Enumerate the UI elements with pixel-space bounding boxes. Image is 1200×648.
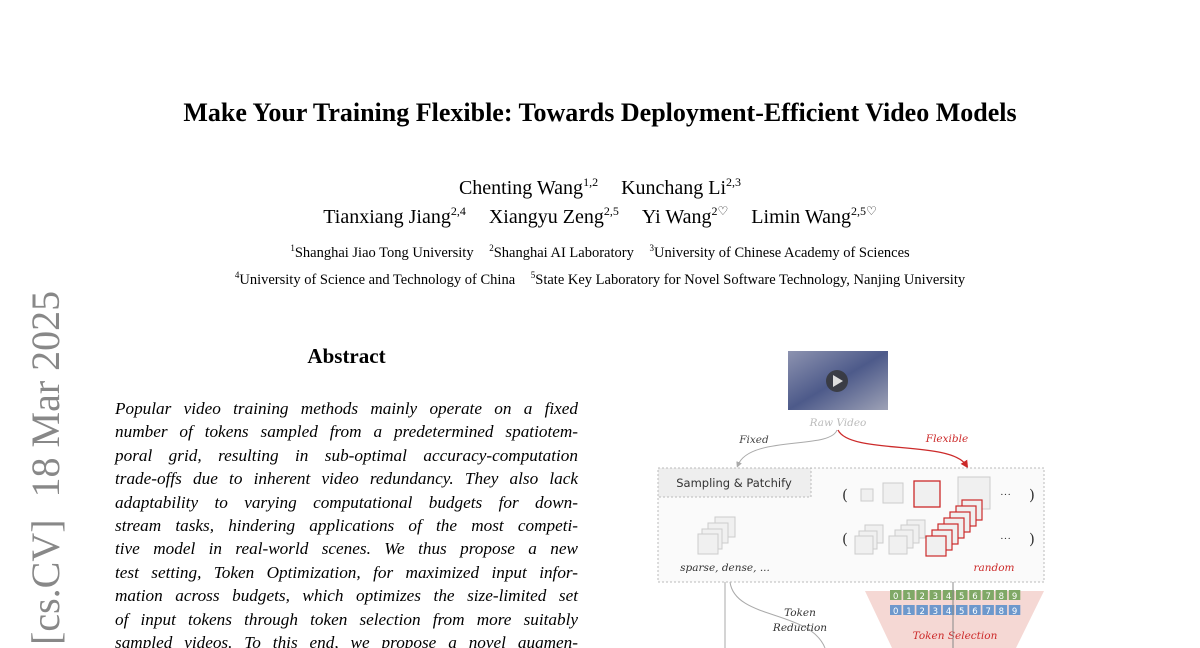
- author: Limin Wang2,5♡: [751, 204, 877, 228]
- abstract-line: of input tokens through token selection …: [115, 609, 578, 629]
- token-cell: [956, 590, 968, 600]
- token-digit: 8: [999, 592, 1004, 602]
- affiliation: 1Shanghai Jiao Tong University: [290, 243, 474, 262]
- affiliation: 2Shanghai AI Laboratory: [489, 243, 634, 262]
- token-cell: [969, 605, 981, 615]
- token-digit: 1: [906, 592, 911, 602]
- token-digit: 8: [999, 607, 1004, 617]
- affiliations-line-1: 1Shanghai Jiao Tong University 2Shanghai…: [0, 243, 1200, 262]
- author: Kunchang Li2,3: [621, 175, 742, 199]
- paper-title: Make Your Training Flexible: Towards Dep…: [183, 98, 1017, 127]
- token-selection-label: Token Selection: [913, 630, 998, 642]
- token-cell: [1008, 590, 1021, 600]
- author: Tianxiang Jiang2,4: [323, 204, 466, 228]
- token-digit: 1: [906, 607, 911, 617]
- arxiv-date: 18 Mar 2025: [23, 290, 68, 498]
- ellipsis: ···: [1000, 489, 1011, 501]
- sparse-dense-label: sparse, dense, ...: [680, 562, 770, 574]
- token-cell: [969, 590, 981, 600]
- flexible-arrow: [837, 429, 969, 469]
- token-cell: [903, 605, 915, 615]
- method-figure: Raw Video Fixed Flexible Sampling & Patc…: [657, 351, 1045, 648]
- token-digit: 4: [946, 592, 951, 602]
- token-cell: [890, 590, 902, 600]
- token-cell: [929, 605, 942, 615]
- abstract-heading: Abstract: [307, 344, 386, 368]
- abstract-line: poral grid, resulting in sub-optimal acc…: [115, 445, 578, 465]
- token-reduction-label: Token: [784, 607, 816, 619]
- token-digit: 9: [1012, 592, 1017, 602]
- token-cell: [1008, 605, 1021, 615]
- token-digit: 4: [946, 607, 951, 617]
- token-digit: 3: [933, 607, 938, 617]
- token-digit: 6: [972, 592, 977, 602]
- raw-video-thumbnail: [788, 351, 888, 410]
- arxiv-category: [cs.CV]: [23, 519, 68, 645]
- token-digit: 3: [933, 592, 938, 602]
- affiliation: 5State Key Laboratory for Novel Software…: [530, 270, 966, 289]
- author: Chenting Wang1,2: [458, 175, 599, 199]
- abstract-line: test setting, Token Optimization, for ma…: [115, 562, 578, 582]
- raw-video-label: Raw Video: [809, 417, 867, 429]
- svg-text:): ): [1029, 530, 1035, 548]
- authors-line-2: Tianxiang Jiang2,4 Xiangyu Zeng2,5 Yi Wa…: [0, 204, 1200, 229]
- token-cell: [982, 605, 994, 615]
- token-digit: 9: [1012, 607, 1017, 617]
- affiliation: 4University of Science and Technology of…: [234, 270, 516, 289]
- fixed-label: Fixed: [738, 434, 769, 446]
- token-digit: 5: [959, 592, 964, 602]
- affiliation: 3University of Chinese Academy of Scienc…: [649, 243, 910, 262]
- abstract-line: adaptability to varying computational bu…: [115, 492, 578, 512]
- token-digit: 2: [919, 592, 924, 602]
- token-cell: [929, 590, 942, 600]
- abstract-line: number of tokens sampled from a predeter…: [115, 422, 578, 442]
- token-cell: [916, 590, 928, 600]
- abstract-line: trade-offs due to inherent video redunda…: [115, 469, 578, 489]
- abstract-body: Popular video training methods mainly op…: [115, 397, 578, 648]
- author: Yi Wang2♡: [641, 204, 729, 228]
- token-digit: 7: [985, 607, 990, 617]
- token-cell: [942, 605, 955, 615]
- sampling-label: Sampling & Patchify: [676, 476, 792, 490]
- abstract-line: sampled videos. To this end, we propose …: [115, 632, 578, 648]
- author: Xiangyu Zeng2,5: [488, 204, 619, 228]
- token-cell: [956, 605, 968, 615]
- token-cell: [903, 590, 915, 600]
- token-digit: 6: [972, 607, 977, 617]
- abstract-line: Popular video training methods mainly op…: [115, 399, 578, 418]
- token-cell: [916, 605, 928, 615]
- abstract-line: stream tasks, hindering applications of …: [115, 515, 578, 535]
- token-cell: [995, 605, 1008, 615]
- svg-text:(: (: [842, 530, 848, 548]
- arxiv-stamp: [cs.CV] 18 Mar 2025: [22, 269, 69, 645]
- svg-text:(: (: [842, 486, 848, 504]
- token-cell: [982, 590, 994, 600]
- random-label: random: [973, 562, 1014, 574]
- fixed-arrow: [736, 429, 838, 468]
- affiliations-line-2: 4University of Science and Technology of…: [0, 270, 1200, 289]
- token-cell: [890, 605, 902, 615]
- token-cell: [942, 590, 955, 600]
- ellipsis: ···: [1000, 533, 1011, 545]
- abstract-line: tive model in real-world scenes. We thus…: [115, 539, 578, 559]
- token-digit: 0: [893, 592, 898, 602]
- token-digit: 2: [919, 607, 924, 617]
- token-digit: 5: [959, 607, 964, 617]
- token-digit: 7: [985, 592, 990, 602]
- authors-line-1: Chenting Wang1,2 Kunchang Li2,3: [0, 175, 1200, 200]
- abstract-line: mation across budgets, which optimizes t…: [115, 586, 578, 606]
- red-frame: [925, 535, 947, 557]
- token-reduction-label: Reduction: [772, 622, 827, 634]
- flexible-label: Flexible: [925, 433, 968, 445]
- token-cell: [995, 590, 1008, 600]
- svg-text:): ): [1029, 486, 1035, 504]
- token-digit: 0: [893, 607, 898, 617]
